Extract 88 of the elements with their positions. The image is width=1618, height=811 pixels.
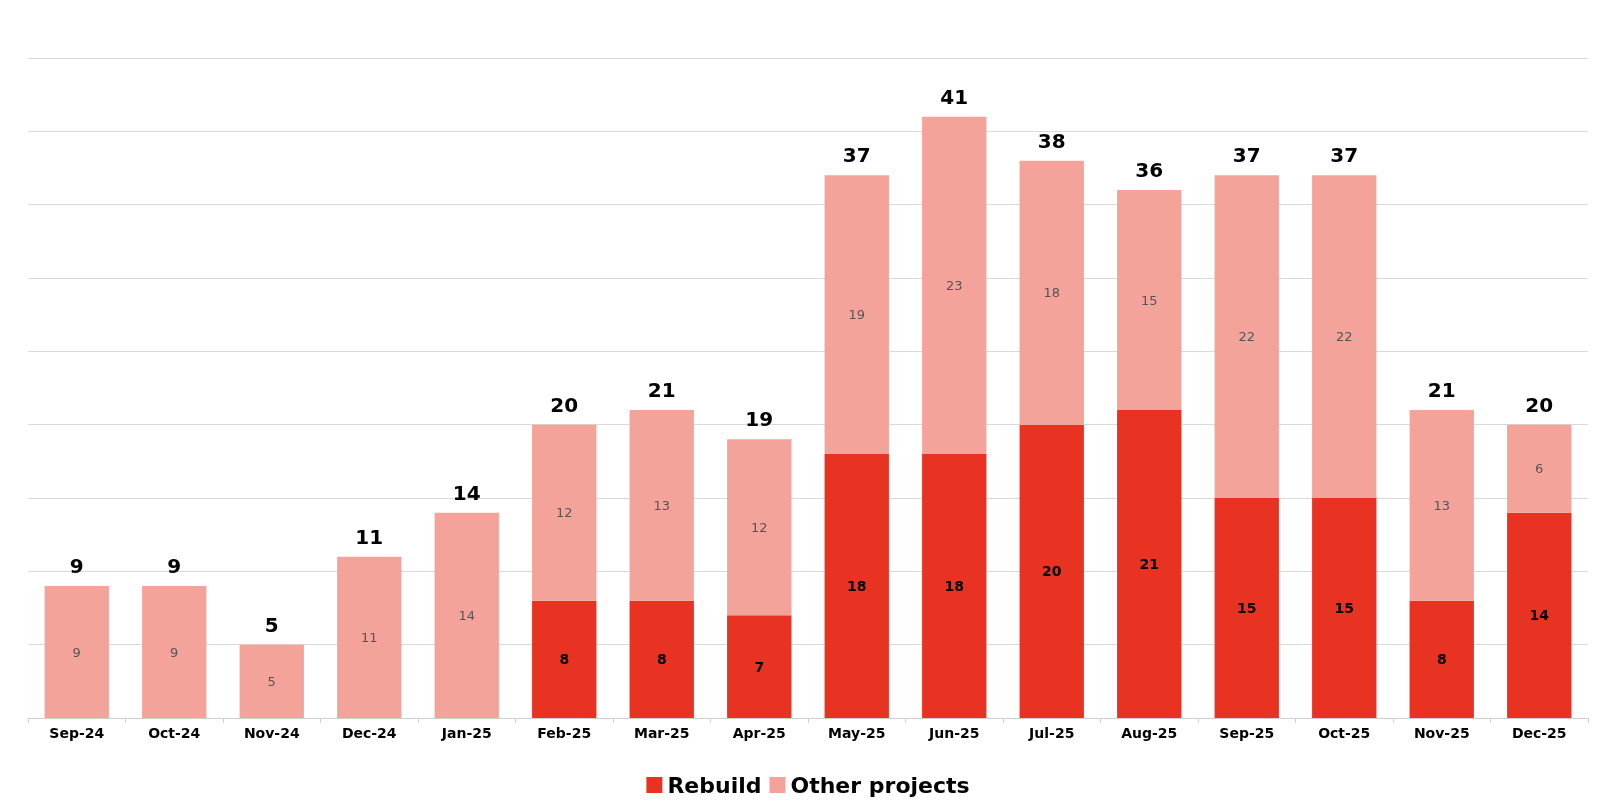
data-label: 6 xyxy=(1535,461,1544,477)
data-label: 18 xyxy=(847,578,867,594)
x-tick-label: Mar-25 xyxy=(633,725,690,741)
data-label: 18 xyxy=(944,578,964,594)
data-label: 21 xyxy=(1139,556,1159,572)
total-label: 9 xyxy=(167,554,182,578)
bar xyxy=(1312,498,1377,718)
bar xyxy=(1214,498,1279,718)
bar xyxy=(337,556,402,718)
bar xyxy=(1019,160,1084,425)
x-tick-label: Oct-25 xyxy=(1318,725,1371,741)
legend-label: Other projects xyxy=(790,772,970,798)
data-label: 14 xyxy=(458,607,476,623)
x-tick-label: Feb-25 xyxy=(537,725,592,741)
bar xyxy=(1214,175,1279,498)
bar xyxy=(1117,410,1182,718)
total-label: 36 xyxy=(1135,158,1164,182)
total-label: 37 xyxy=(1232,143,1261,168)
data-label: 13 xyxy=(1433,497,1451,513)
x-tick-label: Apr-25 xyxy=(732,725,786,741)
x-tick-label: Nov-24 xyxy=(243,725,300,741)
total-label: 21 xyxy=(1427,378,1456,402)
x-tick-label: Jun-25 xyxy=(928,725,980,741)
bar xyxy=(1312,175,1377,498)
data-label: 20 xyxy=(1042,563,1062,580)
data-label: 19 xyxy=(848,307,866,323)
total-label: 41 xyxy=(940,84,969,109)
data-label: 15 xyxy=(1140,292,1158,308)
total-label: 20 xyxy=(550,392,579,417)
bar xyxy=(434,512,499,718)
x-tick-label: Jan-25 xyxy=(440,725,492,741)
data-label: 15 xyxy=(1334,600,1354,616)
data-label: 9 xyxy=(170,644,179,660)
x-tick-label: Dec-25 xyxy=(1511,725,1567,741)
total-label: 19 xyxy=(745,407,774,432)
total-label: 21 xyxy=(647,378,676,402)
bar xyxy=(1507,512,1572,718)
bar xyxy=(629,600,694,718)
data-label: 22 xyxy=(1335,329,1353,345)
bar xyxy=(1019,424,1084,718)
x-tick-label: Dec-24 xyxy=(341,725,397,741)
bar xyxy=(44,586,109,718)
bar xyxy=(922,116,987,454)
total-label: 20 xyxy=(1525,392,1554,417)
bar xyxy=(1409,410,1474,601)
total-label: 37 xyxy=(1330,143,1359,168)
bar xyxy=(824,454,889,718)
bar xyxy=(727,615,792,718)
data-label: 7 xyxy=(754,658,765,675)
x-tick-label: May-25 xyxy=(828,725,886,741)
x-tick-label: Sep-25 xyxy=(1219,725,1275,741)
data-label: 12 xyxy=(555,505,573,521)
total-label: 5 xyxy=(264,612,279,637)
data-label: 12 xyxy=(750,519,768,535)
x-tick-label: Sep-24 xyxy=(49,725,105,741)
data-label: 14 xyxy=(1529,607,1550,624)
data-label: 11 xyxy=(360,629,378,645)
total-label: 11 xyxy=(355,524,384,549)
data-label: 22 xyxy=(1238,329,1256,345)
data-label: 8 xyxy=(559,651,570,668)
total-label: 37 xyxy=(842,143,871,168)
x-tick-label: Aug-25 xyxy=(1121,725,1178,741)
x-tick-label: Jul-25 xyxy=(1028,725,1075,741)
bar xyxy=(1117,190,1182,410)
bar xyxy=(532,600,597,718)
bar xyxy=(727,439,792,616)
bar xyxy=(922,454,987,718)
data-label: 18 xyxy=(1043,285,1061,301)
data-label: 8 xyxy=(1436,651,1447,668)
bar xyxy=(532,424,597,601)
bar xyxy=(1507,424,1572,513)
total-label: 9 xyxy=(69,554,84,578)
data-label: 13 xyxy=(653,497,671,513)
bar xyxy=(1409,600,1474,718)
total-label: 14 xyxy=(452,480,481,505)
bar xyxy=(629,410,694,601)
data-label: 5 xyxy=(267,673,276,689)
data-label: 9 xyxy=(72,644,81,660)
data-label: 8 xyxy=(656,651,667,668)
bar xyxy=(824,175,889,454)
legend-label: Rebuild xyxy=(667,772,762,798)
bar xyxy=(142,586,207,718)
total-label: 38 xyxy=(1037,128,1066,153)
x-tick-label: Oct-24 xyxy=(148,725,201,741)
bar xyxy=(239,644,304,718)
x-tick-label: Nov-25 xyxy=(1413,725,1470,741)
data-label: 15 xyxy=(1237,600,1257,616)
data-label: 23 xyxy=(945,277,963,293)
